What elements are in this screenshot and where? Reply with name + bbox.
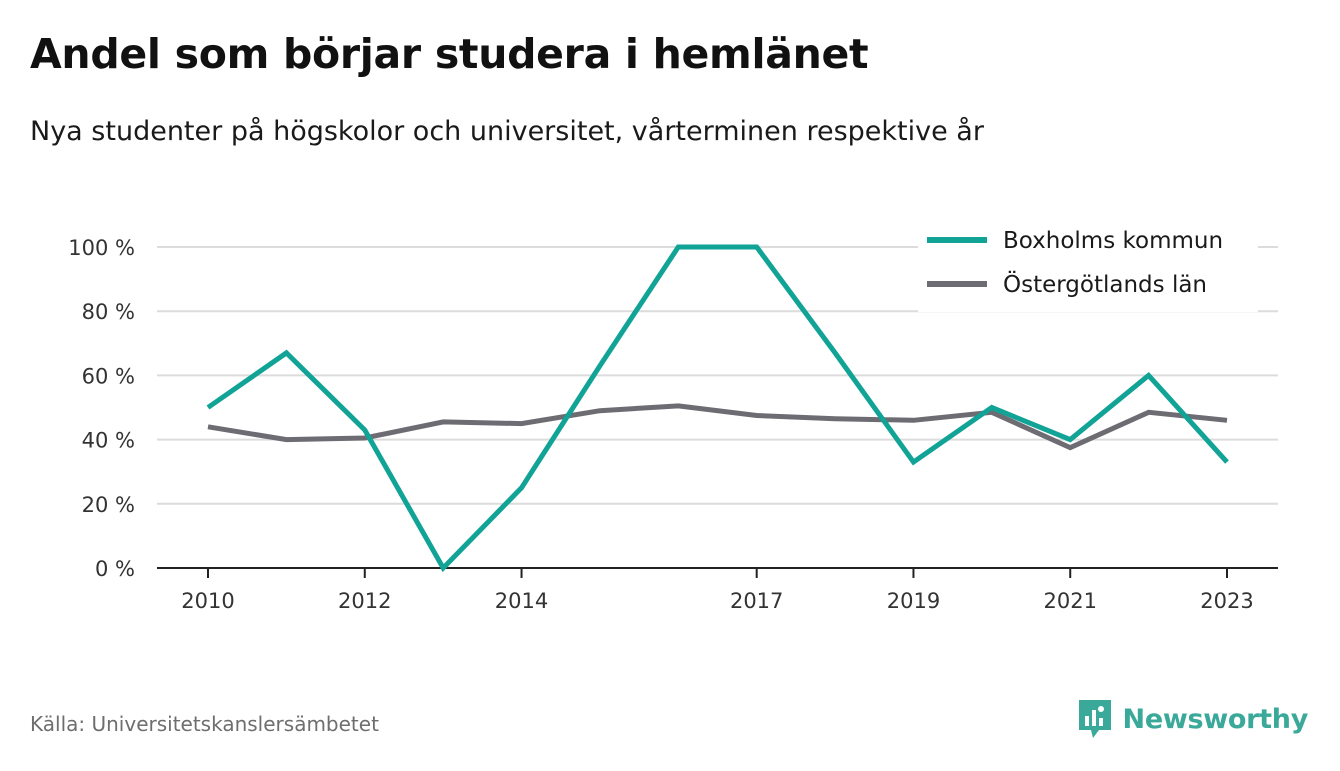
y-tick-label: 40 % bbox=[82, 429, 135, 453]
y-tick-label: 100 % bbox=[68, 236, 135, 260]
chart-subtitle: Nya studenter på högskolor och universit… bbox=[30, 116, 984, 147]
x-tick-label: 2010 bbox=[181, 589, 234, 613]
series-lines bbox=[206, 244, 1229, 573]
legend-box bbox=[918, 218, 1258, 312]
line-chart: 0 %20 %40 %60 %80 %100 % 2010 2012 2014 201… bbox=[68, 218, 1278, 613]
legend-label: Östergötlands län bbox=[1003, 270, 1207, 298]
y-tick-label: 0 % bbox=[95, 557, 135, 581]
series-line-1 bbox=[207, 403, 1228, 451]
source-note: Källa: Universitetskanslersämbetet bbox=[30, 712, 379, 736]
y-tick-label: 20 % bbox=[82, 493, 135, 517]
chart-title: Andel som börjar studera i hemlänet bbox=[30, 30, 869, 78]
y-axis-ticks: 0 % 20 % 40 % 60 % 80 % 100 % bbox=[68, 236, 135, 581]
y-tick-label: 80 % bbox=[82, 300, 135, 324]
x-tick-label: 2021 bbox=[1044, 589, 1097, 613]
x-tick-label: 2023 bbox=[1200, 589, 1253, 613]
x-tick-label: 2014 bbox=[495, 589, 548, 613]
y-tick-label: 60 % bbox=[82, 364, 135, 388]
legend: Boxholms kommun Östergötlands län bbox=[918, 218, 1258, 312]
x-tick-label: 2012 bbox=[338, 589, 391, 613]
x-tick-label: 2017 bbox=[730, 589, 783, 613]
brand-name: Newsworthy bbox=[1122, 703, 1309, 735]
x-axis: 2010 2012 2014 2017 2019 2021 2023 bbox=[157, 567, 1278, 613]
newsworthy-logo-icon bbox=[1078, 700, 1111, 738]
legend-label: Boxholms kommun bbox=[1003, 228, 1223, 254]
series-line-0 bbox=[206, 244, 1229, 573]
brand-logo: Newsworthy bbox=[1077, 698, 1308, 740]
x-tick-label: 2019 bbox=[887, 589, 940, 613]
